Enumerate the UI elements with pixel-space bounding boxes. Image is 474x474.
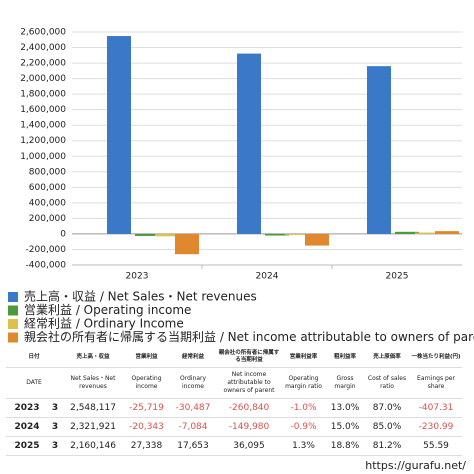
header-cell: 営業利益 — [124, 347, 170, 368]
y-tick-label: 1,800,000 — [20, 90, 66, 100]
header-cell: Cost of sales ratio — [364, 367, 411, 399]
table-cell: 3 — [48, 436, 63, 456]
legend-swatch — [8, 332, 18, 343]
bar — [107, 36, 131, 234]
table-cell: 15.0% — [326, 417, 365, 437]
header-cell: 経常利益 — [169, 347, 218, 368]
table-cell: 2,548,117 — [62, 398, 125, 418]
table-cell: 27,338 — [124, 436, 170, 456]
table-cell: -230.99 — [410, 417, 463, 437]
table-cell: 2023 — [6, 398, 48, 418]
header-cell: DATE — [6, 367, 63, 399]
x-tick-label: 2025 — [386, 272, 409, 282]
table-cell: 18.8% — [326, 436, 365, 456]
table-cell: 87.0% — [364, 398, 411, 418]
table-cell: -407.31 — [410, 398, 463, 418]
legend-swatch — [8, 319, 18, 329]
y-tick-label: 1,400,000 — [20, 121, 66, 131]
bar — [175, 233, 199, 255]
bar — [135, 233, 159, 236]
y-tick-label: 1,000,000 — [20, 152, 66, 162]
table-cell: 85.0% — [364, 417, 411, 437]
bar — [367, 66, 391, 234]
bar — [285, 233, 309, 235]
data-row: 2025 3 2,160,146 27,338 17,653 36,095 1.3% 18.8… — [6, 436, 463, 456]
header-row: DATE Net Sales・Net revenues Operating inco… — [6, 367, 463, 399]
header-cell: Earnings per share — [410, 367, 463, 399]
table-cell: 17,653 — [169, 436, 218, 456]
legend-swatch — [8, 292, 18, 302]
table-cell: -260,840 — [217, 398, 282, 418]
y-tick-label: 2,000,000 — [20, 74, 66, 84]
x-tick-label: 2023 — [126, 272, 149, 282]
table-cell: 2,160,146 — [62, 436, 125, 456]
x-tick-label: 2024 — [256, 272, 279, 282]
table-cell: -149,980 — [217, 417, 282, 437]
header-cell: 一株当たり利益(円) — [410, 347, 463, 368]
chart: -400,000 -200,000 0 200,000 400,000 600,000 80… — [8, 28, 474, 344]
legend-label: 売上高・収益 / Net Sales・Net revenues — [24, 289, 257, 304]
header-cell: 営業利益率 — [281, 347, 327, 368]
header-cell: Ordinary income — [169, 367, 218, 399]
legend-label: 経常利益 / Ordinary Income — [24, 317, 184, 331]
table-cell: -0.9% — [281, 417, 327, 437]
bar — [155, 233, 179, 237]
table-cell: -25,719 — [124, 398, 170, 418]
header-cell: Gross margin — [326, 367, 365, 399]
table-cell: 13.0% — [326, 398, 365, 418]
bar — [265, 233, 289, 236]
data-row: 2024 3 2,321,921 -20,343 -7,084 -149,980 -0.9%… — [6, 417, 463, 437]
y-tick-label: 1,200,000 — [20, 136, 66, 146]
y-tick-label: 2,400,000 — [20, 43, 66, 53]
header-cell: 日付 — [6, 347, 63, 368]
y-tick-label: -200,000 — [26, 245, 67, 255]
y-tick-label: 1,600,000 — [20, 105, 66, 115]
y-tick-label: 400,000 — [29, 198, 66, 208]
table-cell: -7,084 — [169, 417, 218, 437]
legend-swatch — [8, 305, 18, 316]
header-cell: Operating income — [124, 367, 170, 399]
y-tick-label: 600,000 — [29, 183, 66, 193]
table-cell: 2025 — [6, 436, 48, 456]
header-cell: 粗利益率 — [326, 347, 365, 368]
table-cell: 1.3% — [281, 436, 327, 456]
table-cell: 2024 — [6, 417, 48, 437]
footer-url: https://gurafu.net/ — [365, 459, 466, 472]
header-cell: Operating margin ratio — [281, 367, 327, 399]
header-cell: 売上高・収益 — [62, 347, 125, 368]
table-cell: 3 — [48, 398, 63, 418]
table-cell: 2,321,921 — [62, 417, 125, 437]
y-tick-label: 200,000 — [29, 214, 66, 224]
legend-label: 営業利益 / Operating income — [24, 303, 191, 317]
header-cell: 売上原価率 — [364, 347, 411, 368]
y-tick-label: 800,000 — [29, 167, 66, 177]
header-cell: 親会社の所有者に帰属する当期利益 — [217, 347, 282, 368]
data-table: 日付 売上高・収益 営業利益 経常利益 親会社の所有者に帰属する当期利益 営業利益率 粗利益… — [6, 347, 463, 456]
table-cell: 3 — [48, 417, 63, 437]
table-cell: 55.59 — [410, 436, 463, 456]
bar — [305, 233, 329, 246]
y-tick-label: -400,000 — [26, 261, 67, 271]
bar — [395, 231, 419, 234]
bar — [415, 232, 439, 234]
y-tick-label: 0 — [60, 229, 66, 239]
table-cell: -1.0% — [281, 398, 327, 418]
table-cell: -20,343 — [124, 417, 170, 437]
y-tick-label: 2,600,000 — [20, 28, 66, 38]
header-row: 日付 売上高・収益 営業利益 経常利益 親会社の所有者に帰属する当期利益 営業利益率 粗利益… — [6, 347, 463, 368]
y-tick-label: 2,200,000 — [20, 59, 66, 69]
legend-label: 親会社の所有者に帰属する当期利益 / Net income attributab… — [24, 329, 474, 344]
table-cell: 36,095 — [217, 436, 282, 456]
bar — [237, 53, 261, 234]
header-cell: Net income attributable to owners of par… — [217, 367, 282, 399]
table-cell: 81.2% — [364, 436, 411, 456]
bar — [435, 231, 459, 234]
header-cell: Net Sales・Net revenues — [62, 367, 125, 399]
table-cell: -30,487 — [169, 398, 218, 418]
data-row: 2023 3 2,548,117 -25,719 -30,487 -260,840 -1.0… — [6, 398, 463, 418]
